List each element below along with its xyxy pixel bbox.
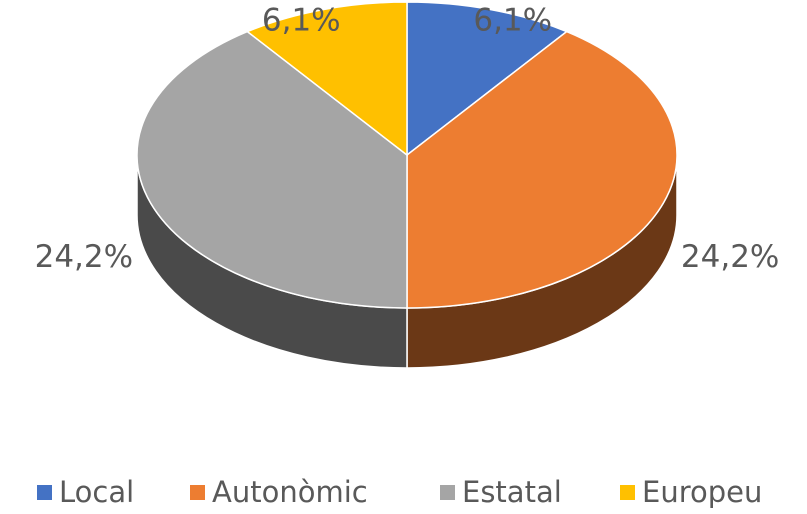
legend-label: Europeu xyxy=(642,475,762,509)
pie-slice xyxy=(406,1,569,157)
data-label: 6,1% xyxy=(473,2,552,38)
data-label: 24,2% xyxy=(35,239,133,275)
legend-label: Estatal xyxy=(462,475,562,509)
pie-slice xyxy=(136,30,408,309)
legend-swatch xyxy=(190,485,205,500)
legend-swatch xyxy=(440,485,455,500)
legend-swatch xyxy=(37,485,52,500)
legend-label: Local xyxy=(59,475,134,509)
data-label: 24,2% xyxy=(681,239,779,275)
legend: Local Autonòmic Estatal Europeu xyxy=(37,475,762,509)
pie-slice xyxy=(245,1,408,157)
legend-swatch xyxy=(620,485,635,500)
pie-tops xyxy=(136,1,678,309)
pie-slice xyxy=(406,30,678,309)
legend-label: Autonòmic xyxy=(212,475,368,509)
data-label: 6,1% xyxy=(262,2,341,38)
data-labels: 6,1% 24,2% 24,2% 6,1% xyxy=(35,2,780,275)
